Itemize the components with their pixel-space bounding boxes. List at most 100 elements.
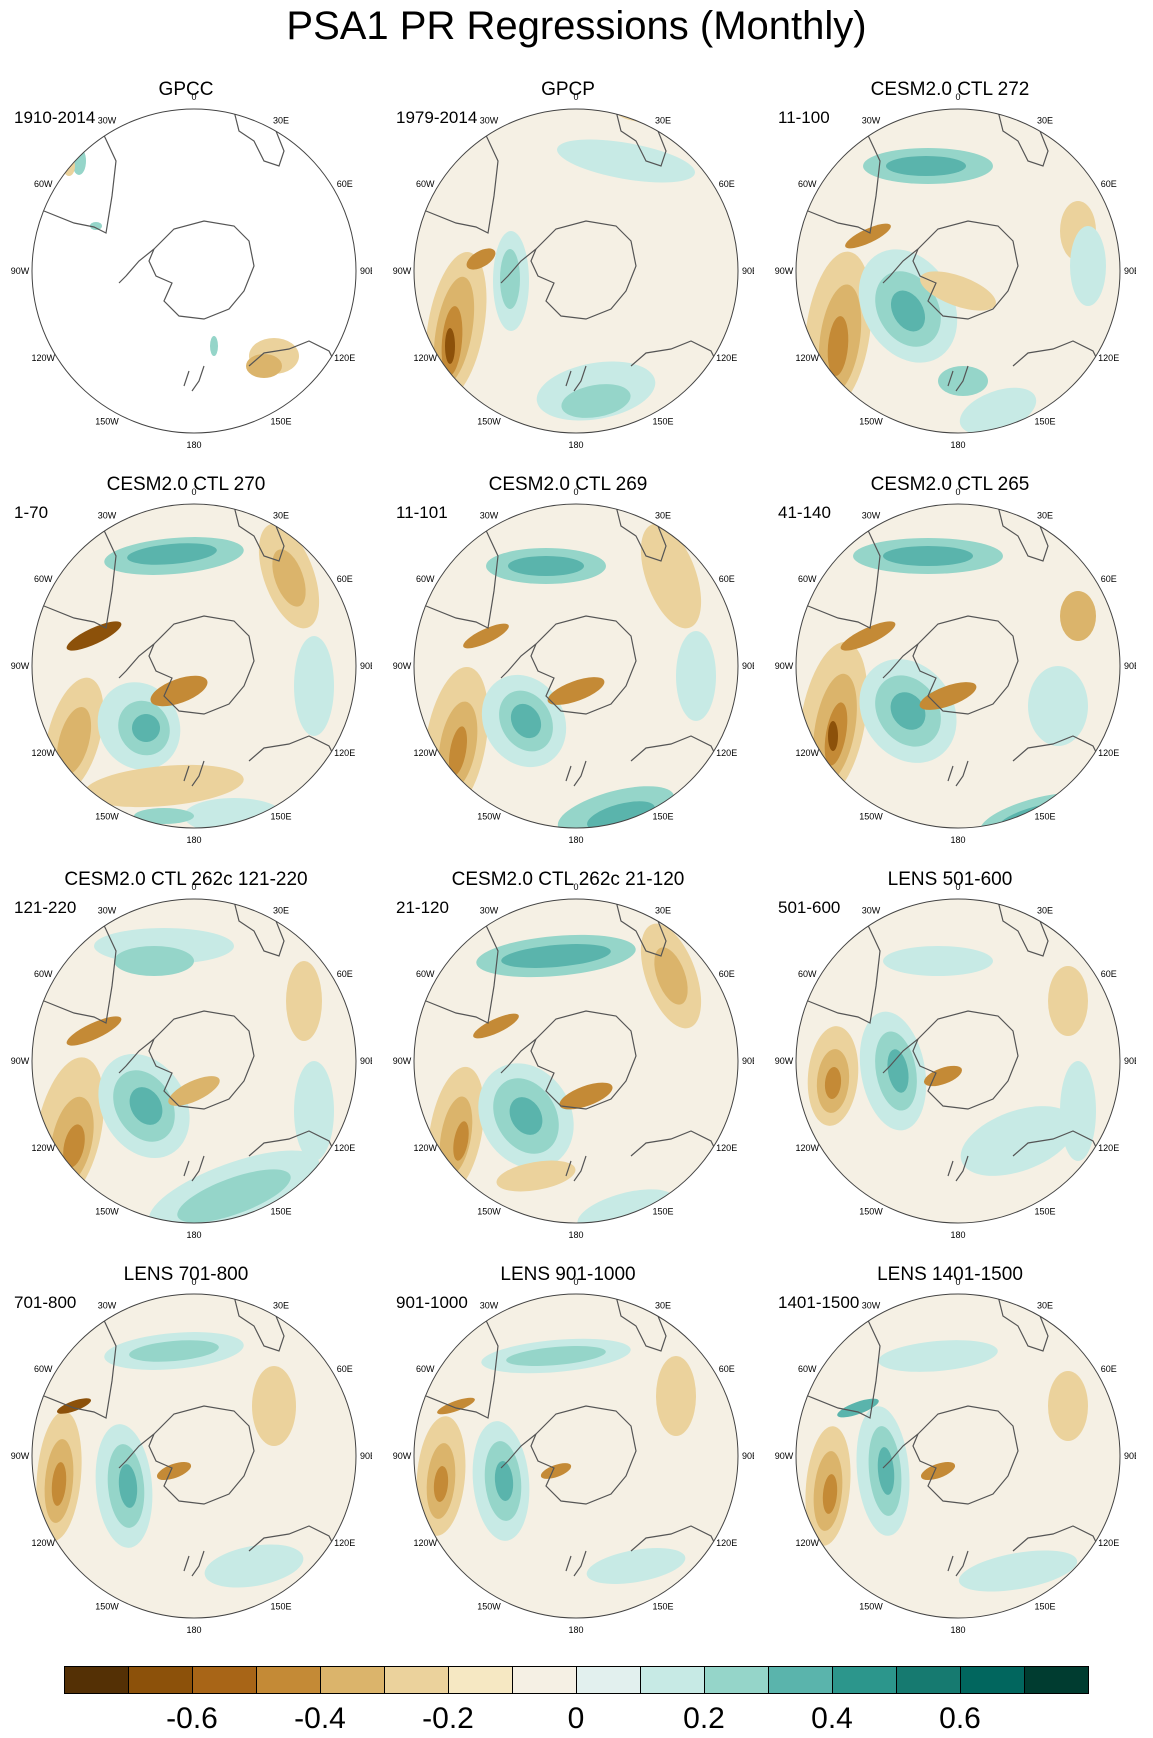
anomaly-contour [547, 677, 605, 705]
longitude-label: 150E [652, 812, 673, 822]
longitude-label: 120E [334, 748, 355, 758]
longitude-label: 150W [477, 417, 501, 427]
colorbar-swatch [128, 1666, 193, 1694]
longitude-label: 0 [955, 882, 960, 892]
longitude-label: 150W [859, 417, 883, 427]
map-background [414, 899, 738, 1223]
longitude-label: 180 [950, 835, 965, 845]
longitude-label: 180 [568, 1230, 583, 1240]
longitude-label: 90W [393, 1056, 412, 1066]
longitude-label: 90E [1124, 661, 1136, 671]
anomaly-contour [883, 546, 973, 566]
polar-map: 0 30E 60E 90E 120E 150E 180 150W 120W 90W 60W 30W [393, 882, 754, 1240]
panel-period: 41-140 [778, 503, 831, 522]
anomaly-contour [960, 1106, 1076, 1176]
colorbar-swatch [896, 1666, 961, 1694]
longitude-label: 30W [862, 1300, 881, 1310]
longitude-label: 180 [950, 1625, 965, 1635]
longitude-label: 60E [1101, 574, 1117, 584]
longitude-label: 120E [716, 748, 737, 758]
longitude-label: 0 [955, 1277, 960, 1287]
peninsula-coastline [500, 1433, 537, 1469]
longitude-label: 30W [480, 510, 499, 520]
new-zealand-coastline [565, 760, 587, 787]
anomaly-contour [494, 1461, 514, 1501]
longitude-label: 90W [775, 266, 794, 276]
longitude-label: 30W [862, 905, 881, 915]
longitude-label: 120W [414, 353, 438, 363]
map-panel: 0 30E 60E 90E 120E 150E 180 150W 120W 90W 60W 30W LE… [764, 868, 1136, 1248]
antarctica-coastline [530, 220, 637, 320]
anomaly-contour [56, 1398, 92, 1414]
peninsula-coastline [118, 1038, 155, 1074]
longitude-label: 30E [1037, 1300, 1053, 1310]
longitude-label: 90E [1124, 266, 1136, 276]
longitude-label: 120E [1098, 1143, 1119, 1153]
longitude-label: 60E [1101, 1364, 1117, 1374]
panel-title: CESM2.0 CTL 269 [488, 474, 648, 495]
longitude-label: 0 [573, 882, 578, 892]
panel-title: CESM2.0 CTL 262c 21-120 [451, 869, 685, 890]
new-zealand-coastline [183, 1155, 205, 1182]
antarctica-coastline [912, 1010, 1019, 1110]
anomaly-contour [114, 946, 194, 976]
panel-period: 21-120 [396, 898, 449, 917]
anomaly-contour [656, 1356, 696, 1436]
longitude-label: 180 [950, 440, 965, 450]
longitude-label: 30E [655, 510, 671, 520]
anomaly-contour [272, 549, 306, 607]
longitude-label: 30E [273, 1300, 289, 1310]
longitude-label: 150E [1034, 812, 1055, 822]
map-boundary [31, 503, 357, 829]
longitude-label: 60W [34, 574, 53, 584]
anomaly-contour [252, 1366, 296, 1446]
longitude-label: 90E [1124, 1451, 1136, 1461]
map-panel: 0 30E 60E 90E 120E 150E 180 150W 120W 90W 60W 30W LE… [764, 1263, 1136, 1643]
longitude-label: 30E [1037, 905, 1053, 915]
anomaly-contour [1048, 1371, 1088, 1441]
longitude-label: 60E [719, 574, 735, 584]
colorbar-tick-label: -0.4 [294, 1702, 346, 1735]
longitude-label: 120W [414, 748, 438, 758]
anomaly-contour [129, 1340, 219, 1362]
colorbar-tick-label: -0.6 [166, 1702, 218, 1735]
anomaly-contour [676, 631, 716, 721]
map-boundary [413, 1293, 739, 1619]
map-panel: 0 30E 60E 90E 120E 150E 180 150W 120W 90W 60W 30W CE… [382, 868, 754, 1248]
new-zealand-coastline [183, 1550, 205, 1577]
longitude-label: 90E [360, 266, 372, 276]
anomaly-contour [168, 1076, 220, 1106]
longitude-label: 0 [573, 1277, 578, 1287]
colorbar-swatch [448, 1666, 513, 1694]
panel-title: LENS 901-1000 [500, 1264, 636, 1285]
anomaly-contour [184, 798, 284, 828]
longitude-label: 60W [798, 574, 817, 584]
panel-title: LENS 1401-1500 [877, 1264, 1023, 1285]
peninsula-coastline [500, 1038, 537, 1074]
polar-map: 0 30E 60E 90E 120E 150E 180 150W 120W 90W 60W 30W [11, 882, 372, 1240]
anomaly-contour [51, 1462, 67, 1506]
antarctica-coastline [148, 1405, 255, 1505]
colorbar-swatch [320, 1666, 385, 1694]
panel-period: 11-101 [396, 503, 448, 522]
longitude-label: 60W [34, 969, 53, 979]
anomaly-contour [210, 336, 218, 356]
anomaly-contour [506, 1346, 606, 1366]
anomaly-contour [828, 721, 838, 751]
anomaly-contour [827, 316, 849, 376]
antarctica-coastline [912, 615, 1019, 715]
map-panel: 0 30E 60E 90E 120E 150E 180 150W 120W 90W 60W 30W CE… [764, 473, 1136, 853]
anomaly-contour [118, 1464, 138, 1508]
anomaly-contour [473, 1013, 519, 1039]
colorbar-tick-label: 0.6 [939, 1702, 981, 1735]
map-boundary [31, 1293, 357, 1619]
map-boundary [795, 898, 1121, 1224]
panel-title: CESM2.0 CTL 262c 121-220 [64, 869, 308, 890]
anomaly-contour [1060, 591, 1096, 641]
longitude-label: 60W [34, 1364, 53, 1374]
peninsula-coastline [882, 643, 919, 679]
anomaly-contour [66, 621, 122, 651]
colorbar-swatch [192, 1666, 257, 1694]
map-boundary [31, 108, 357, 434]
anomaly-contour [877, 1447, 895, 1495]
